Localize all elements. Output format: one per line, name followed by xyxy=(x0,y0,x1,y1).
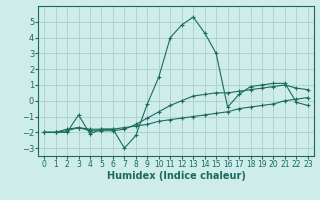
X-axis label: Humidex (Indice chaleur): Humidex (Indice chaleur) xyxy=(107,171,245,181)
